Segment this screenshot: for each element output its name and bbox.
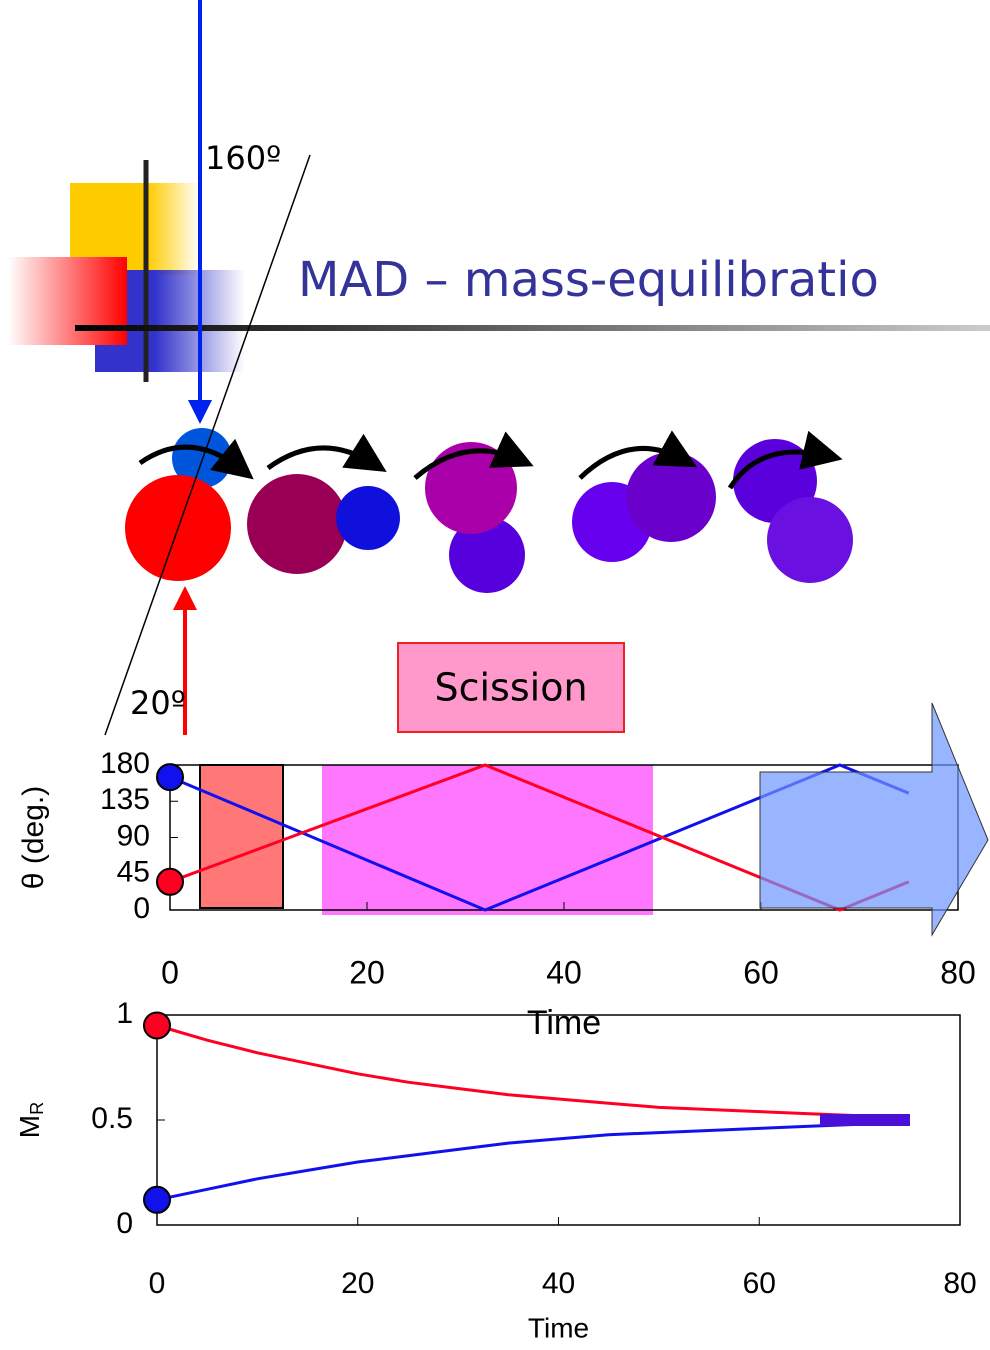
y-tick-label: 0 — [116, 1207, 133, 1240]
x-axis-label: Time — [527, 1004, 601, 1042]
decoration — [8, 160, 990, 382]
slide-title: MAD – mass-equilibratio — [298, 252, 879, 308]
y-tick-label: 45 — [117, 856, 150, 889]
y-axis-label-main: θ (deg.) — [17, 786, 50, 889]
x-tick-label: 0 — [161, 954, 179, 990]
x-tick-label: 0 — [149, 1267, 166, 1300]
start-marker — [143, 1011, 171, 1040]
x-tick-label: 60 — [743, 1267, 776, 1300]
y-tick-label: 135 — [100, 783, 150, 816]
y-tick-label: 180 — [100, 747, 150, 780]
y-axis-label: θ (deg.) — [17, 786, 50, 889]
nuclei-diagram — [104, 0, 853, 736]
y-tick-label: 0 — [133, 892, 150, 925]
series-line — [156, 1122, 910, 1202]
y-tick-label: 1 — [116, 997, 133, 1030]
x-tick-label: 80 — [943, 1267, 976, 1300]
angle-label: 160º — [205, 139, 281, 177]
series-line — [156, 1024, 910, 1118]
angle-label: 20º — [130, 684, 186, 722]
y-axis-label-sub: R — [27, 1102, 47, 1115]
x-tick-label: 60 — [743, 954, 779, 990]
x-axis-label: Time — [528, 1312, 589, 1343]
y-axis-label: MR — [14, 1102, 46, 1138]
x-tick-label: 40 — [546, 954, 582, 990]
phase-regions — [199, 764, 653, 915]
arrow — [759, 702, 989, 937]
x-tick-label: 20 — [341, 1267, 374, 1300]
start-marker — [143, 1185, 171, 1214]
scission-label: Scission — [434, 666, 587, 710]
scission-box — [397, 642, 625, 733]
y-axis-label-main: M — [14, 1115, 45, 1138]
y-tick-label: 0.5 — [91, 1102, 133, 1135]
x-tick-label: 20 — [349, 954, 385, 990]
x-tick-label: 40 — [542, 1267, 575, 1300]
start-marker — [156, 763, 184, 792]
overlap-band — [820, 1114, 910, 1126]
y-tick-label: 90 — [117, 819, 150, 852]
x-tick-label: 80 — [940, 954, 976, 990]
start-marker — [156, 867, 184, 896]
